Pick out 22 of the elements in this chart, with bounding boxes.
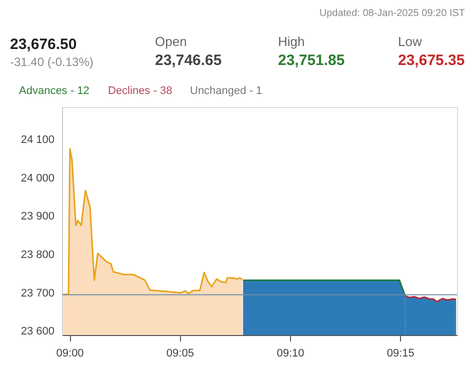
text: 23,751.85 (278, 52, 345, 69)
y-tick-label: 24 000 (20, 172, 54, 184)
text: Advances - 12 (19, 85, 90, 97)
text: High (278, 34, 305, 49)
text: Low (398, 34, 422, 49)
text: Unchanged - 1 (190, 85, 262, 97)
text: -31.40 (-0.13%) (10, 55, 94, 69)
y-tick-label: 23 800 (20, 249, 54, 262)
y-tick-label: 23 700 (20, 287, 54, 300)
y-tick-label: 23 600 (20, 326, 54, 338)
x-tick-label: 09:05 (166, 348, 194, 360)
text: 23,675.35 (398, 52, 465, 69)
y-tick-label: 23 900 (20, 210, 54, 223)
x-tick-label: 09:10 (276, 348, 304, 360)
text: 23,676.50 (10, 36, 77, 53)
text: Declines - 38 (108, 85, 172, 97)
text: Open (155, 34, 187, 49)
y-tick-label: 24 100 (20, 134, 54, 146)
text: Updated: 08-Jan-2025 09:20 IST (319, 8, 465, 19)
text: 23,746.65 (155, 52, 222, 69)
x-tick-label: 09:00 (56, 348, 84, 360)
x-tick-label: 09:15 (386, 348, 414, 360)
